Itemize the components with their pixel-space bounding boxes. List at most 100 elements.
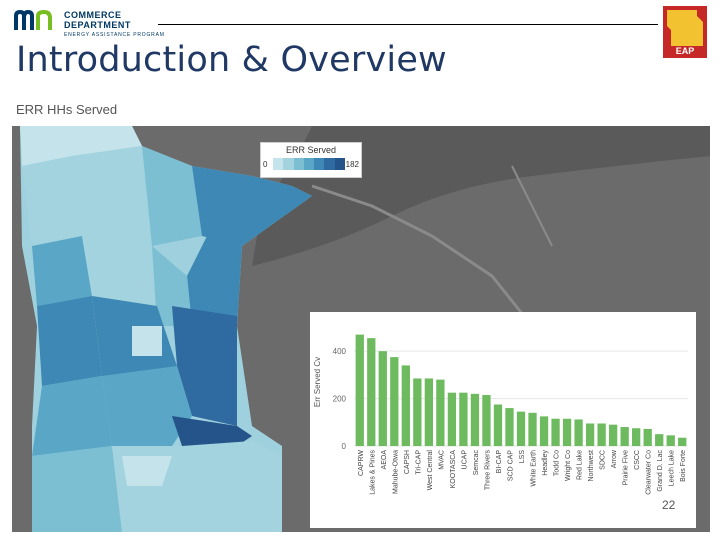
region-swcap[interactable]	[32, 446, 122, 532]
bar[interactable]	[666, 435, 675, 446]
bar[interactable]	[597, 423, 606, 446]
bar-chart-svg: Err Served Cv 0 200 400 CAPRW Lakes & Pines AE…	[313, 334, 688, 495]
y-tick-label: 200	[333, 395, 347, 404]
bar[interactable]	[632, 428, 641, 446]
region-northwest[interactable]	[20, 126, 142, 166]
x-tick-label: CAPRW	[358, 450, 365, 476]
bar[interactable]	[470, 393, 480, 446]
region-west-central[interactable]	[37, 296, 102, 386]
bar[interactable]	[482, 395, 491, 446]
x-tick-label: MVAC	[438, 450, 445, 470]
x-tick-label: SDCC	[600, 450, 607, 470]
legend-swatch	[273, 158, 284, 170]
mn-logo-icon	[14, 10, 52, 30]
region-prairie-five[interactable]	[32, 376, 112, 456]
x-tick-label: White Earth	[531, 450, 538, 487]
badge-text: EAP	[676, 46, 695, 56]
bar[interactable]	[562, 418, 572, 446]
x-tick-label: Leech Lake	[669, 450, 676, 486]
x-tick-label: Bois Forte	[680, 450, 687, 482]
bar[interactable]	[643, 428, 652, 446]
bar[interactable]	[505, 408, 514, 446]
bar[interactable]	[459, 392, 468, 446]
logo-line2: DEPARTMENT	[64, 20, 131, 30]
bar[interactable]	[585, 423, 595, 446]
x-tick-label: Headley	[542, 450, 549, 476]
legend-swatch	[283, 158, 294, 170]
region-clearwater[interactable]	[22, 156, 82, 246]
x-tick-label: West Central	[427, 450, 434, 491]
region-central[interactable]	[102, 366, 192, 446]
bar[interactable]	[678, 437, 687, 446]
region-arrowhead[interactable]	[192, 166, 312, 246]
bar[interactable]	[551, 418, 560, 446]
x-tick-label: Mahube-Otwa	[392, 450, 399, 494]
bar[interactable]	[620, 427, 629, 446]
region-aitkin[interactable]	[152, 246, 192, 326]
x-tick-label: Grand D. Lac	[657, 450, 664, 492]
x-tick-label: Clearwater Co	[646, 450, 653, 495]
legend-swatch	[303, 158, 315, 170]
x-tick-label: Tri-CAP	[415, 450, 422, 475]
x-tick-label: LSS	[519, 450, 526, 464]
eap-badge-icon: EAP	[663, 6, 707, 58]
y-tick-label: 400	[333, 347, 347, 356]
bar[interactable]	[447, 392, 457, 446]
page-number: 22	[662, 498, 676, 512]
x-tick-label: BI-CAP	[496, 450, 503, 474]
legend-color-scale	[273, 158, 345, 170]
x-tick-label: Prairie Five	[623, 450, 630, 486]
legend-swatch	[334, 158, 345, 170]
region-beltrami[interactable]	[72, 146, 152, 246]
lake-superior	[252, 126, 710, 266]
bar[interactable]	[574, 419, 583, 446]
legend-swatch	[293, 158, 304, 170]
region-tricap[interactable]	[32, 236, 92, 306]
dashboard-title: ERR HHs Served	[16, 102, 118, 117]
bar[interactable]	[493, 404, 503, 446]
bar[interactable]	[378, 351, 387, 446]
y-axis-label: Err Served Cv	[313, 357, 322, 407]
bar[interactable]	[516, 411, 526, 446]
bar[interactable]	[401, 365, 410, 446]
bar[interactable]	[436, 379, 445, 446]
bar[interactable]	[413, 378, 422, 446]
x-tick-label: Three Rivers	[484, 450, 491, 491]
header-divider	[158, 24, 658, 25]
logo-line1: COMMERCE	[64, 10, 122, 20]
x-tick-label: Arrow	[611, 449, 618, 468]
legend-max: 182	[345, 160, 359, 169]
bar[interactable]	[424, 378, 434, 446]
x-tick-label: Northwest	[588, 450, 595, 482]
bar[interactable]	[608, 424, 618, 446]
region-lakes-pines[interactable]	[172, 306, 237, 426]
bar[interactable]	[367, 338, 376, 446]
x-tick-label: UCAP	[461, 450, 468, 470]
bar-chart: Err Served Cv 0 200 400 CAPRW Lakes & Pines AE…	[310, 312, 696, 528]
region-cass[interactable]	[82, 236, 157, 306]
bar[interactable]	[528, 412, 537, 446]
x-tick-label: Lakes & Pines	[369, 450, 376, 495]
bar[interactable]	[390, 357, 399, 446]
legend-swatch	[324, 158, 335, 170]
bar[interactable]	[355, 334, 364, 446]
minnesota-map[interactable]	[12, 126, 710, 532]
bar[interactable]	[655, 434, 664, 446]
region-semcac[interactable]	[182, 441, 282, 532]
dashboard-panel: ERR HHs Served	[12, 98, 710, 532]
region-aeoa[interactable]	[187, 236, 242, 326]
x-tick-label: CSCC	[634, 450, 641, 470]
region-small-2[interactable]	[132, 326, 162, 356]
map-legend: ERR Served 0 182	[260, 142, 362, 178]
x-tick-label: Todd Co	[554, 450, 561, 476]
x-tick-label: KOOTASCA	[450, 450, 457, 489]
legend-min: 0	[263, 160, 268, 169]
x-tick-label: Wright Co	[565, 450, 572, 481]
region-small-1[interactable]	[122, 456, 172, 486]
x-tick-label: SCD CAP	[507, 450, 514, 481]
x-tick-label: AEOA	[381, 450, 388, 470]
bar[interactable]	[539, 416, 549, 446]
y-tick-label: 0	[342, 442, 347, 451]
commerce-logo: COMMERCE DEPARTMENT ENERGY ASSISTANCE PR…	[14, 8, 164, 38]
legend-swatch	[314, 158, 325, 170]
